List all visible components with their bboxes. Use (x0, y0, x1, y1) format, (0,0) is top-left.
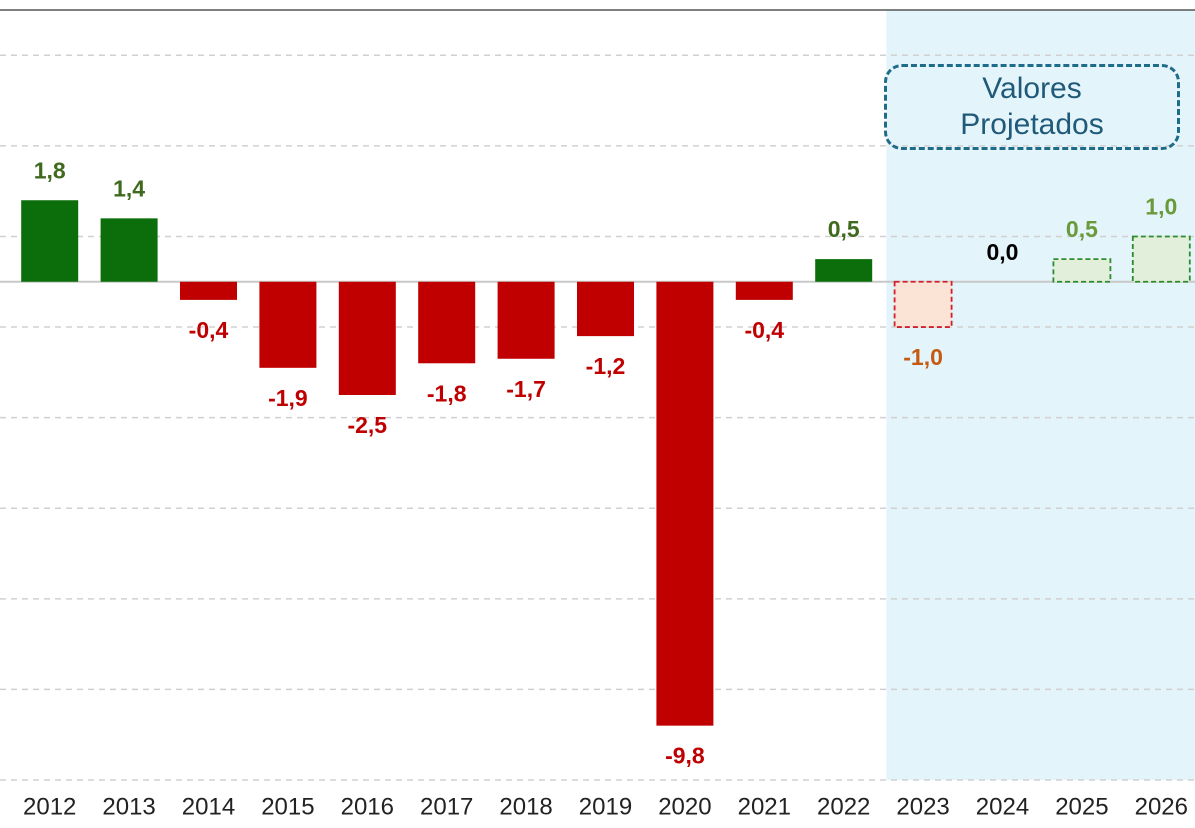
bar (497, 281, 555, 359)
data-label: -0,4 (744, 317, 784, 343)
data-label: -1,0 (903, 344, 943, 370)
x-tick-label: 2014 (182, 793, 235, 820)
x-tick-label: 2022 (817, 793, 870, 820)
bar (100, 218, 158, 282)
bar (815, 259, 873, 282)
data-label: -1,8 (427, 380, 467, 406)
x-tick-label: 2023 (896, 793, 949, 820)
bar (577, 281, 634, 337)
data-label: -9,8 (665, 743, 705, 769)
bar (1052, 258, 1112, 283)
data-label: 0,5 (828, 216, 860, 242)
bar (893, 280, 953, 328)
x-tick-label: 2015 (261, 793, 314, 820)
data-label: 0,5 (1066, 216, 1098, 242)
x-tick-label: 2018 (499, 793, 552, 820)
bar (180, 281, 237, 300)
x-tick-label: 2013 (102, 793, 155, 820)
x-tick-label: 2017 (420, 793, 473, 820)
annotation: Valores Projetados (884, 64, 1180, 150)
data-label: 1,4 (113, 175, 145, 201)
projection-region (886, 10, 1195, 780)
data-label: 1,0 (1145, 194, 1177, 220)
bar (418, 281, 476, 364)
data-label: -1,9 (268, 385, 308, 411)
x-tick-label: 2020 (658, 793, 711, 820)
bar (1131, 235, 1191, 283)
x-tick-label: 2016 (341, 793, 394, 820)
data-label: 0,0 (987, 239, 1019, 265)
x-tick-label: 2024 (976, 793, 1029, 820)
bar (259, 281, 317, 368)
bar (735, 281, 793, 300)
x-tick-label: 2019 (579, 793, 632, 820)
data-label: 1,8 (34, 157, 66, 183)
x-tick-label: 2025 (1055, 793, 1108, 820)
data-label: -0,4 (189, 317, 229, 343)
bar (338, 281, 396, 395)
bar (656, 281, 714, 726)
x-tick-label: 2026 (1135, 793, 1188, 820)
data-label: -1,7 (506, 376, 546, 402)
x-tick-label: 2021 (738, 793, 791, 820)
x-tick-label: 2012 (23, 793, 76, 820)
data-label: -2,5 (347, 412, 387, 438)
bar (21, 200, 79, 282)
data-label: -1,2 (586, 353, 626, 379)
